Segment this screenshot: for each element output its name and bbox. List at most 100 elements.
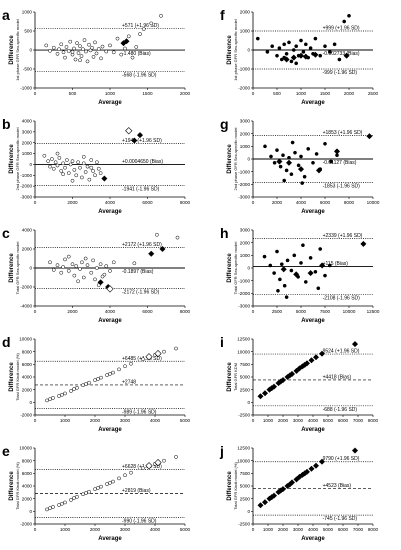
data-point xyxy=(64,45,69,49)
y-tick-label: 10000 xyxy=(19,446,32,451)
x-tick-label: 7500 xyxy=(320,309,331,314)
data-point xyxy=(48,397,52,402)
y-tick-label: 2000 xyxy=(240,131,251,136)
data-point xyxy=(48,506,52,511)
data-point xyxy=(84,49,88,54)
data-point xyxy=(105,373,109,377)
data-point xyxy=(255,36,260,41)
reference-line-label: -989 (-1.96 SD) xyxy=(122,410,157,416)
y-axis-sublabel: Total GFR Kindt model (%) xyxy=(15,353,20,401)
reference-line-label: -0.002733 (Bias) xyxy=(323,51,360,57)
y-axis-label: Difference xyxy=(227,35,233,65)
data-point xyxy=(61,265,65,269)
data-point xyxy=(301,243,305,248)
reference-line-label: +115 (Bias) xyxy=(323,261,349,267)
data-point xyxy=(311,160,315,165)
data-point xyxy=(162,349,166,354)
data-point xyxy=(72,168,77,172)
data-point xyxy=(91,169,95,173)
y-axis-label: Difference xyxy=(227,471,233,501)
data-point xyxy=(93,173,97,178)
x-tick-label: 4000 xyxy=(308,527,319,532)
data-point xyxy=(70,50,75,54)
data-point xyxy=(294,44,299,49)
reference-line-label: +4523 (Bias) xyxy=(323,483,352,489)
panel-label: d xyxy=(2,334,11,350)
data-point xyxy=(126,34,131,39)
y-tick-label: 2000 xyxy=(22,496,33,501)
data-point xyxy=(275,148,279,152)
y-axis-sublabel: 2nd phase GFR Sex-specific model xyxy=(233,127,238,190)
reference-line-label: +2339 (+1.96 SD) xyxy=(323,233,363,239)
x-tick-label: 0 xyxy=(34,527,37,532)
y-tick-label: 6000 xyxy=(22,471,33,476)
data-point xyxy=(303,42,308,47)
y-tick-label: 2500 xyxy=(240,387,251,392)
data-point xyxy=(57,503,61,507)
data-point xyxy=(57,394,61,398)
data-point xyxy=(141,466,145,471)
x-tick-label: 3000 xyxy=(293,418,304,423)
diamond-point xyxy=(312,354,320,361)
y-axis-label: Difference xyxy=(9,35,15,65)
reference-line-label: -568 (-1.96 SD) xyxy=(122,73,157,79)
x-tick-label: 2000 xyxy=(90,418,101,423)
diamond-point xyxy=(297,52,305,59)
panel-label: b xyxy=(2,116,11,132)
data-point xyxy=(66,254,71,259)
data-point xyxy=(287,155,291,160)
reference-line-label: +0.0004650 (Bias) xyxy=(122,159,163,165)
diamond-point xyxy=(343,52,350,59)
y-axis-sublabel: 2nd phase GFR Sex-specific model xyxy=(15,127,20,190)
x-tick-label: 4000 xyxy=(105,309,116,314)
data-point xyxy=(93,277,97,282)
diamond-point xyxy=(366,133,373,140)
diamond-point xyxy=(268,385,275,392)
x-tick-label: 1000 xyxy=(60,418,71,423)
data-point xyxy=(303,280,308,284)
data-point xyxy=(284,168,289,173)
x-tick-label: 7000 xyxy=(353,418,364,423)
panel-j: j0 1000 2000 3000 4000 5000 6000 7000 8000-25000… xyxy=(219,443,379,542)
diamond-point xyxy=(319,262,326,269)
y-tick-label: -1000 xyxy=(20,86,32,91)
y-tick-label: 3000 xyxy=(240,119,251,124)
data-point xyxy=(59,42,64,47)
x-axis-label: Average xyxy=(98,427,122,433)
x-tick-label: 0 xyxy=(34,418,37,423)
y-tick-label: -1000 xyxy=(238,278,250,283)
data-point xyxy=(85,59,90,64)
data-point xyxy=(292,253,297,258)
data-point xyxy=(132,261,137,266)
diamond-point xyxy=(277,487,284,494)
data-point xyxy=(45,398,49,403)
data-point xyxy=(48,48,52,53)
x-tick-label: 7000 xyxy=(353,527,364,532)
panel-d: d0 1000 2000 3000 4000 5000-20000200040006000… xyxy=(2,334,191,433)
reference-line-label: -2108 (-1.96 SD) xyxy=(323,296,361,302)
data-point xyxy=(263,144,267,149)
data-point xyxy=(108,371,112,376)
diamond-point xyxy=(280,266,287,273)
open-diamond-point xyxy=(106,285,114,293)
data-point xyxy=(72,46,76,51)
data-point xyxy=(85,263,90,267)
y-tick-label: 12500 xyxy=(237,337,250,342)
diamond-point xyxy=(261,499,269,506)
data-point xyxy=(275,249,279,254)
data-point xyxy=(61,172,65,177)
data-point xyxy=(99,484,103,489)
data-point xyxy=(72,496,76,500)
data-point xyxy=(265,50,270,54)
diamond-point xyxy=(283,56,290,63)
x-tick-label: 4000 xyxy=(296,200,307,205)
open-diamond-point xyxy=(125,127,133,135)
data-point xyxy=(282,178,287,183)
data-point xyxy=(270,44,275,49)
diamond-point xyxy=(290,54,297,61)
y-tick-label: 2000 xyxy=(22,247,33,252)
data-point xyxy=(74,264,79,268)
data-point xyxy=(57,47,61,52)
x-tick-label: 3000 xyxy=(293,527,304,532)
data-point xyxy=(51,166,56,171)
